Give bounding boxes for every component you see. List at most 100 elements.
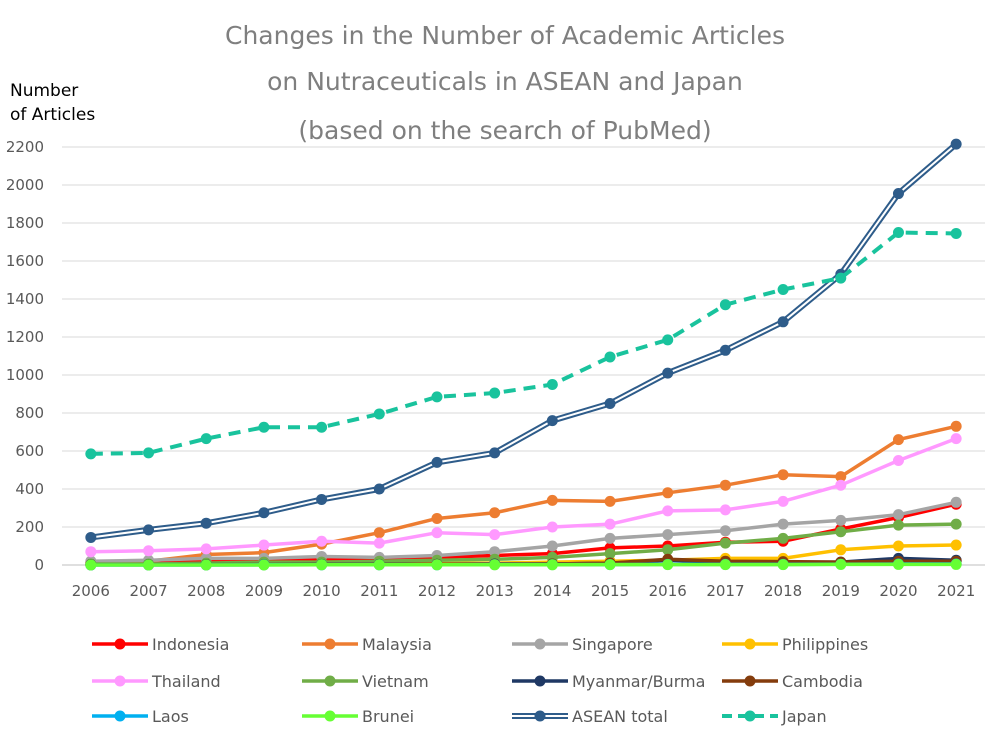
data-point-asean-total [950, 138, 962, 150]
data-point-brunei [662, 559, 674, 571]
series-line-malaysia [90, 424, 957, 564]
x-tick-label: 2006 [72, 582, 110, 600]
data-point-malaysia [719, 479, 731, 491]
x-tick-label: 2007 [129, 582, 167, 600]
legend-marker [744, 638, 756, 650]
data-point-singapore [719, 525, 731, 537]
series-line-singapore [90, 500, 957, 563]
x-tick-label: 2017 [706, 582, 744, 600]
data-point-thailand [143, 545, 155, 557]
data-point-thailand [85, 546, 97, 558]
data-point-asean-total [431, 456, 443, 468]
y-tick-label: 800 [15, 404, 44, 422]
data-point-asean-total [85, 531, 97, 543]
data-point-malaysia [777, 469, 789, 481]
series-japan [85, 227, 962, 460]
x-tick-label: 2009 [245, 582, 283, 600]
data-point-thailand [373, 537, 385, 549]
data-point-malaysia [546, 494, 558, 506]
data-point-brunei [373, 559, 385, 571]
x-tick-label: 2012 [418, 582, 456, 600]
data-point-brunei [489, 559, 501, 571]
legend-item-vietnam: Vietnam [302, 672, 429, 691]
data-point-brunei [546, 559, 558, 571]
x-tick-label: 2008 [187, 582, 225, 600]
data-point-brunei [200, 559, 212, 571]
legend-label: Vietnam [362, 672, 429, 691]
legend-marker [534, 638, 546, 650]
legend-item-singapore: Singapore [512, 635, 653, 654]
legend-marker [534, 710, 546, 722]
data-point-malaysia [950, 420, 962, 432]
data-point-malaysia [892, 434, 904, 446]
legend-label: Malaysia [362, 635, 432, 654]
legend-item-philippines: Philippines [722, 635, 868, 654]
data-point-brunei [719, 559, 731, 571]
data-point-thailand [777, 495, 789, 507]
x-tick-label: 2021 [937, 582, 975, 600]
data-point-asean-total [316, 493, 328, 505]
data-point-singapore [662, 529, 674, 541]
x-tick-label: 2014 [533, 582, 571, 600]
series-line-inner-asean-total [90, 143, 957, 539]
legend-label: Laos [152, 707, 189, 726]
x-tick-label: 2018 [764, 582, 802, 600]
legend-item-thailand: Thailand [92, 672, 221, 691]
data-point-malaysia [431, 512, 443, 524]
legend-item-malaysia: Malaysia [302, 635, 432, 654]
data-point-asean-total [200, 517, 212, 529]
data-point-brunei [777, 559, 789, 571]
legend-label: Indonesia [152, 635, 229, 654]
legend-item-brunei: Brunei [302, 707, 414, 726]
chart-title-line-3: (based on the search of PubMed) [298, 116, 711, 145]
data-point-japan [143, 447, 155, 459]
y-tick-label: 2200 [6, 138, 44, 156]
gridlines [62, 146, 985, 566]
data-point-malaysia [662, 487, 674, 499]
series-layer [85, 138, 962, 571]
legend: Indonesia Malaysia Singapore Philippines Tha… [92, 635, 868, 726]
data-point-brunei [604, 559, 616, 571]
chart-title: Changes in the Number of Academic Articl… [225, 21, 785, 145]
legend-label: Brunei [362, 707, 414, 726]
legend-item-indonesia: Indonesia [92, 635, 229, 654]
y-tick-label: 200 [15, 518, 44, 536]
data-point-japan [719, 299, 731, 311]
series-line-brunei [90, 562, 957, 567]
series-line-thailand [90, 437, 957, 554]
y-tick-label: 0 [34, 556, 44, 574]
data-point-japan [489, 387, 501, 399]
data-point-thailand [892, 455, 904, 466]
data-point-japan [662, 334, 674, 346]
data-point-brunei [950, 558, 962, 570]
data-point-philippines [950, 539, 962, 551]
series-line-japan [90, 230, 957, 456]
data-point-singapore [835, 514, 847, 526]
y-tick-label: 600 [15, 442, 44, 460]
data-point-vietnam [604, 548, 616, 560]
data-point-philippines [835, 544, 847, 556]
legend-marker [114, 638, 126, 650]
data-point-thailand [662, 505, 674, 517]
data-point-japan [892, 227, 904, 238]
series-asean-total [85, 138, 962, 543]
data-point-thailand [258, 539, 270, 551]
data-point-japan [373, 408, 385, 420]
y-tick-label: 400 [15, 480, 44, 498]
series-malaysia [85, 420, 962, 568]
data-point-brunei [431, 559, 443, 571]
data-point-japan [85, 448, 97, 460]
chart-title-line-2: on Nutraceuticals in ASEAN and Japan [267, 67, 743, 96]
y-tick-label: 2000 [6, 176, 44, 194]
data-point-vietnam [892, 519, 904, 531]
x-tick-label: 2011 [360, 582, 398, 600]
x-tick-label: 2010 [303, 582, 341, 600]
data-point-asean-total [258, 507, 270, 519]
data-point-malaysia [489, 507, 501, 519]
data-point-thailand [316, 535, 328, 547]
legend-item-myanmar-burma: Myanmar/Burma [512, 672, 705, 691]
data-point-philippines [892, 540, 904, 552]
data-point-japan [258, 421, 270, 433]
y-tick-label: 1200 [6, 328, 44, 346]
legend-marker [324, 710, 336, 722]
